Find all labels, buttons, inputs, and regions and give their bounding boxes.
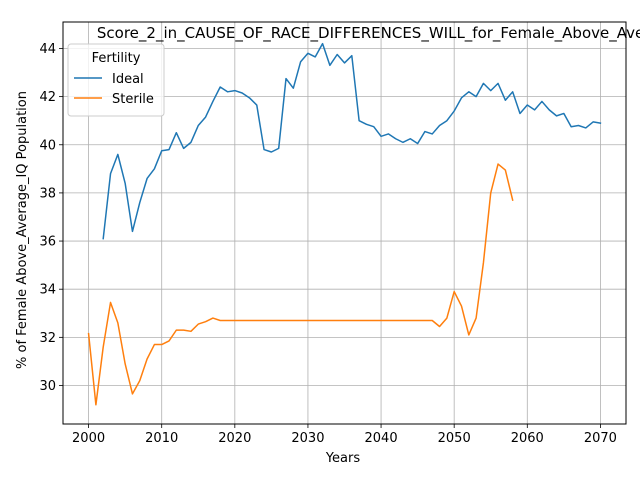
legend-title: Fertility [92,51,141,66]
x-tick-label: 2000 [72,431,105,446]
y-tick-label: 40 [39,138,56,153]
plot-area-frame [62,21,627,425]
y-axis-label: % of Female Above_Average_IQ Population [15,91,30,369]
grid-lines [63,22,626,424]
legend-label-ideal: Ideal [112,72,144,87]
x-tick-label: 2060 [511,431,544,446]
y-tick-label: 42 [39,90,56,105]
y-tick-label: 30 [39,379,56,394]
series-line-sterile [87,163,514,406]
y-tick-label: 32 [39,331,56,346]
series-line-ideal [102,42,602,240]
x-tick-label: 2040 [365,431,398,446]
legend-label-sterile: Sterile [112,92,154,107]
axis-ticks: 2000 2010 2020 2030 2040 2050 2060 2070 30 32 34 36… [39,42,617,446]
y-tick-label: 34 [39,283,56,298]
x-tick-label: 2010 [145,431,178,446]
series-lines [87,42,602,406]
chart-title: Score_2_in_CAUSE_OF_RACE_DIFFERENCES_WIL… [97,24,640,43]
legend: Fertility Ideal Sterile [67,43,165,117]
x-tick-label: 2030 [291,431,324,446]
y-tick-label: 36 [39,235,56,250]
y-tick-label: 44 [39,42,56,57]
x-tick-label: 2050 [438,431,471,446]
x-tick-label: 2020 [218,431,251,446]
x-tick-label: 2070 [584,431,617,446]
y-tick-label: 38 [39,186,56,201]
x-axis-label: Years [325,451,361,466]
